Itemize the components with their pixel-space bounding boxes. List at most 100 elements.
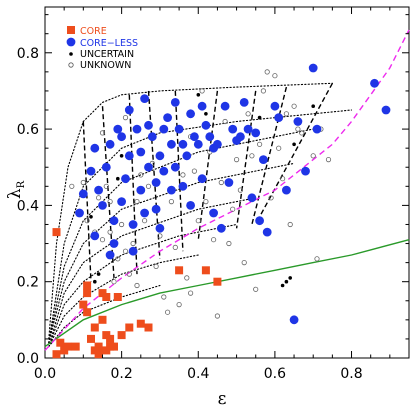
coreless-filled-circle-point-63 [251, 128, 261, 138]
unknown-open-circle-point-36 [199, 88, 205, 94]
magenta-line [44, 29, 410, 351]
unknown-open-circle-point-59 [287, 221, 293, 228]
coreless-filled-circle-point-3 [90, 231, 100, 241]
coreless-filled-circle-point-74 [312, 124, 322, 134]
unknown-open-circle-point-26 [165, 309, 171, 315]
coreless-filled-circle-point-22 [136, 147, 146, 157]
unknown-open-circle-point-47 [241, 259, 247, 266]
coreless-filled-circle-point-64 [255, 216, 264, 226]
unknown-open-circle-point-1 [80, 179, 86, 186]
coreless-filled-circle-point-75 [370, 78, 379, 88]
unknown-open-circle-point-15 [126, 271, 132, 277]
core-square-point-22 [110, 342, 118, 351]
unknown-open-circle-point-13 [122, 248, 129, 254]
coreless-filled-circle-point-46 [193, 139, 203, 149]
axis-ticks [44, 7, 410, 359]
unknown-open-circle-point-62 [299, 130, 305, 136]
core-square-point-14 [94, 342, 103, 351]
unknown-open-circle-point-39 [211, 237, 217, 243]
coreless-filled-circle-point-49 [201, 120, 211, 130]
unknown-open-circle-point-34 [191, 168, 197, 174]
unknown-open-circle-point-32 [188, 290, 194, 296]
uncertain-small-dot-point-10 [280, 283, 285, 288]
coreless-filled-circle-point-54 [216, 223, 226, 233]
coreless-filled-circle-point-9 [105, 250, 115, 260]
uncertain-small-dot-point-4 [119, 154, 124, 158]
core-square-point-23 [113, 293, 122, 301]
coreless-filled-circle-point-4 [90, 143, 100, 153]
unknown-open-circle-point-51 [256, 141, 263, 147]
legend-coreless-marker [66, 37, 76, 47]
y-tick-label-3: 0.6 [17, 122, 39, 138]
unknown-open-circle-point-45 [234, 157, 240, 163]
y-tick-label-1: 0.2 [17, 275, 39, 291]
coreless-filled-circle-point-73 [308, 63, 318, 73]
legend-core-label: CORE [80, 26, 107, 37]
unknown-open-circle-point-41 [218, 179, 224, 186]
coreless-filled-circle-point-1 [78, 189, 88, 199]
core-square-point-19 [102, 293, 111, 301]
coreless-filled-circle-point-60 [239, 98, 249, 107]
coreless-filled-circle-point-45 [190, 132, 199, 142]
unknown-open-circle-point-46 [237, 187, 243, 193]
plot-frame [44, 6, 410, 359]
unknown-open-circle-point-7 [103, 183, 109, 189]
data-points [52, 63, 391, 359]
uncertain-small-dot-point-0 [89, 215, 93, 219]
uncertain-small-dot-point-13 [292, 142, 296, 147]
unknown-open-circle-point-11 [115, 256, 121, 262]
core-square-point-16 [98, 315, 107, 324]
model-dashed-line-3 [147, 90, 161, 259]
coreless-filled-circle-point-29 [151, 204, 161, 214]
model-dotted-line-5 [48, 223, 238, 348]
coreless-filled-circle-point-42 [182, 151, 192, 161]
uncertain-small-dot-point-2 [96, 272, 101, 276]
coreless-filled-circle-point-57 [228, 124, 238, 134]
unknown-open-circle-point-14 [122, 115, 129, 121]
unknown-open-circle-point-18 [134, 282, 140, 289]
core-square-point-8 [83, 308, 92, 317]
unknown-open-circle-point-49 [249, 153, 255, 159]
coreless-filled-circle-point-41 [178, 139, 188, 149]
coreless-filled-circle-point-20 [132, 124, 142, 134]
core-square-point-7 [83, 289, 92, 298]
coreless-filled-circle-point-28 [151, 178, 161, 187]
coreless-filled-circle-point-34 [163, 113, 173, 122]
coreless-filled-circle-point-50 [205, 132, 215, 142]
coreless-filled-circle-point-6 [98, 201, 107, 210]
coreless-filled-circle-point-12 [113, 124, 123, 134]
core-square-point-29 [201, 266, 210, 275]
tick-labels: 0.0 0.2 0.4 0.6 0.8 0.0 0.2 0.4 0.6 0.8 [17, 46, 363, 382]
x-tick-label-3: 0.6 [264, 366, 286, 382]
coreless-filled-circle-point-26 [144, 120, 153, 130]
coreless-filled-circle-point-30 [155, 151, 165, 161]
coreless-filled-circle-point-62 [247, 193, 257, 203]
coreless-filled-circle-point-23 [140, 94, 150, 103]
uncertain-small-dot-point-14 [311, 104, 316, 108]
coreless-filled-circle-point-13 [117, 132, 126, 142]
unknown-open-circle-point-4 [96, 195, 102, 201]
uncertain-small-dot-point-9 [257, 115, 262, 120]
core-square-point-26 [136, 319, 145, 328]
uncertain-small-dot-point-11 [284, 279, 289, 284]
coreless-filled-circle-point-10 [109, 239, 119, 248]
unknown-open-circle-point-64 [314, 256, 320, 262]
core-square-point-1 [52, 350, 61, 359]
model-dotted-line-1 [48, 109, 353, 344]
coreless-filled-circle-point-67 [270, 101, 280, 111]
unknown-open-circle-point-27 [168, 199, 174, 205]
core-square-point-27 [144, 323, 153, 332]
core-square-point-20 [106, 334, 115, 343]
coreless-filled-circle-point-31 [155, 223, 165, 233]
coreless-filled-circle-point-21 [136, 185, 146, 195]
coreless-filled-circle-point-35 [167, 185, 176, 195]
unknown-open-circle-point-23 [153, 263, 159, 269]
coreless-filled-circle-point-72 [301, 166, 310, 176]
model-dashed-line-5 [197, 90, 219, 240]
coreless-filled-circle-point-44 [186, 201, 196, 210]
unknown-open-circle-point-48 [245, 111, 251, 117]
uncertain-small-dot-point-12 [288, 276, 293, 280]
coreless-filled-circle-point-53 [213, 139, 222, 149]
core-square-point-13 [94, 350, 103, 359]
